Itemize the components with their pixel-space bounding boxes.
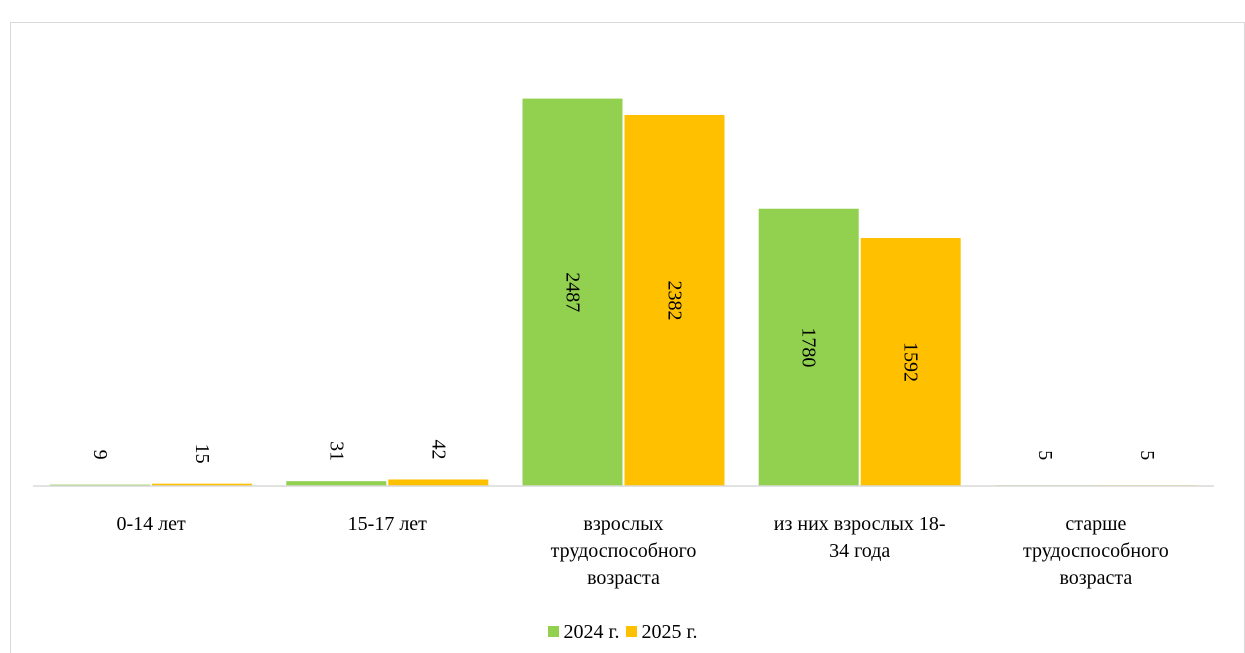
data-label-2-0: 2487 <box>562 272 584 312</box>
category-label-1: 15-17 лет <box>347 513 427 535</box>
bars-layer <box>50 98 1197 486</box>
data-label-3-1: 1592 <box>900 342 922 382</box>
data-label-4-0: 5 <box>1034 450 1056 460</box>
bar-3-0 <box>758 208 859 486</box>
category-label-3: из них взрослых 18- 34 года <box>773 513 946 562</box>
legend-item-1: 2025 г. <box>625 620 698 644</box>
legend-swatch-1 <box>625 626 637 637</box>
bar-2-1 <box>624 114 725 486</box>
legend-label-0: 2024 г. <box>563 620 620 643</box>
bar-1-0 <box>286 481 387 486</box>
legend-label-1: 2025 г. <box>641 620 698 643</box>
data-labels-layer: 9 15 31 42 2487 2382 1780 1592 5 5 <box>89 272 1158 463</box>
data-label-2-1: 2382 <box>664 280 686 320</box>
legend-swatch-0 <box>547 626 559 637</box>
bar-1-1 <box>388 479 489 486</box>
bar-3-1 <box>860 238 961 486</box>
legend: 2024 г. 2025 г. <box>0 619 1245 644</box>
data-label-3-0: 1780 <box>798 327 820 367</box>
bar-0-1 <box>152 483 253 486</box>
category-label-0: 0-14 лет <box>116 513 186 535</box>
legend-item-0: 2024 г. <box>547 620 620 644</box>
data-label-0-0: 9 <box>89 450 111 460</box>
data-label-4-1: 5 <box>1136 450 1158 460</box>
data-label-1-0: 31 <box>325 441 347 461</box>
data-label-0-1: 15 <box>191 444 213 464</box>
category-label-4: старше трудоспособного возраста <box>1023 513 1169 589</box>
data-label-1-1: 42 <box>427 439 449 459</box>
bar-2-0 <box>522 98 623 486</box>
category-label-2: взрослых трудоспособного возраста <box>550 513 697 589</box>
